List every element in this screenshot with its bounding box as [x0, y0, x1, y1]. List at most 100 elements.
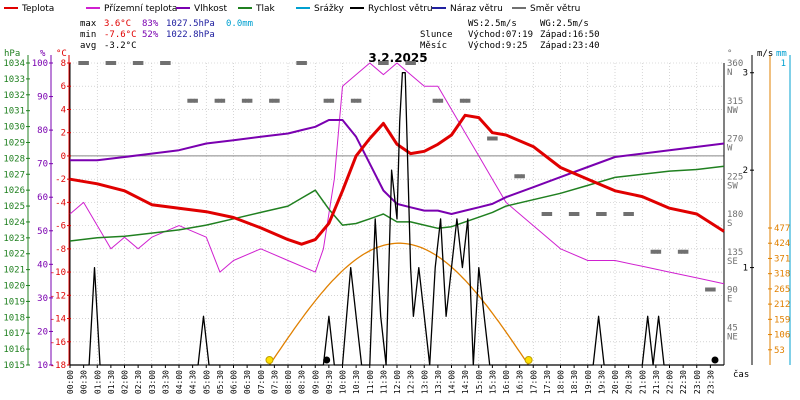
wind-dir-marker	[221, 98, 226, 103]
wind-dir-marker	[541, 212, 546, 216]
temp-tick-label: -2	[55, 175, 66, 185]
astro-block: WS:2.5m/s WG:2.5m/s Slunce Východ:07:19 …	[420, 19, 600, 51]
wind-dir-marker	[708, 287, 713, 292]
sunset-marker	[524, 356, 533, 364]
temp-unit-label: °C	[56, 49, 67, 59]
wind-dir-marker	[602, 212, 607, 216]
x-tick-label: 01:30	[107, 370, 116, 394]
x-tick-label: 00:30	[80, 370, 89, 394]
wind-dir-marker	[163, 61, 168, 65]
legend-label-6: Náraz větru	[450, 4, 503, 14]
wind-dir-marker	[160, 61, 165, 65]
wind-dir-marker	[214, 98, 219, 103]
sun-tick-label: 53	[774, 346, 785, 356]
wind-dir-marker	[463, 98, 468, 103]
wind-dir-marker	[299, 61, 304, 65]
sun-tick-label: 477	[774, 224, 790, 234]
time-axis-label: čas	[733, 369, 749, 380]
x-tick-label: 00:00	[66, 370, 75, 394]
wind-dir-marker	[381, 61, 386, 65]
x-tick-label: 12:30	[407, 370, 416, 394]
wind-dir-marker	[677, 249, 682, 254]
x-tick-label: 22:30	[679, 370, 688, 394]
hpa-tick-label: 1026	[3, 186, 25, 196]
x-tick-label: 18:30	[570, 370, 579, 394]
windspeed-tick-label: 2	[743, 166, 748, 176]
x-tick-label: 11:00	[366, 370, 375, 394]
x-tick-label: 09:30	[325, 370, 334, 394]
x-tick-label: 09:00	[311, 370, 320, 394]
wind-dir-marker	[487, 136, 492, 141]
wind-dir-marker	[711, 287, 716, 292]
wind-dir-marker	[575, 212, 580, 216]
hpa-unit-label: hPa	[4, 49, 20, 59]
hpa-tick-label: 1019	[3, 297, 25, 307]
stat-max-label: max	[80, 19, 97, 29]
wind-dir-marker	[193, 98, 198, 103]
hpa-tick-label: 1015	[3, 361, 25, 371]
wind-dir-marker	[105, 61, 110, 65]
sun-tick-label: 371	[774, 254, 790, 264]
x-tick-label: 15:00	[475, 370, 484, 394]
hpa-tick-label: 1031	[3, 107, 25, 117]
legend-label-2: Vlhkost	[194, 4, 227, 14]
moon-label: Měsíc	[420, 41, 447, 51]
wind-dir-marker	[520, 174, 525, 179]
x-tick-label: 12:00	[393, 370, 402, 394]
sun-tick-label: 106	[774, 331, 790, 341]
windspeed-unit-label: m/s	[757, 49, 773, 59]
hpa-tick-label: 1022	[3, 250, 25, 260]
winddir-tick-deg: 360	[727, 59, 743, 69]
x-tick-label: 13:30	[434, 370, 443, 394]
hpa-tick-label: 1018	[3, 313, 25, 323]
x-tick-label: 10:30	[352, 370, 361, 394]
wind-dir-marker	[269, 98, 274, 103]
wind-dir-marker	[599, 212, 604, 216]
legend-label-1: Přízemní teplota	[104, 4, 177, 14]
x-tick-label: 21:00	[638, 370, 647, 394]
hpa-tick-label: 1032	[3, 91, 25, 101]
hpa-tick-label: 1021	[3, 266, 25, 276]
temp-tick-label: -10	[50, 268, 66, 278]
legend-label-0: Teplota	[21, 4, 54, 14]
wind-dir-marker	[681, 249, 686, 254]
hpa-tick-label: 1023	[3, 234, 25, 244]
pressure-line	[69, 165, 725, 242]
winddir-tick-dir: NW	[727, 106, 738, 116]
x-tick-label: 05:00	[202, 370, 211, 394]
hpa-tick-label: 1030	[3, 123, 25, 133]
feels-like-line	[69, 62, 725, 285]
humidity-tick-label: 100	[32, 59, 48, 69]
wind-dir-marker	[84, 61, 89, 65]
wind-dir-marker	[653, 249, 658, 254]
x-tick-label: 20:30	[625, 370, 634, 394]
wind-dir-marker	[323, 98, 328, 103]
wind-dir-marker	[296, 61, 301, 65]
x-tick-label: 18:00	[557, 370, 566, 394]
wind-dir-marker	[112, 61, 117, 65]
stat-max-temp: 3.6°C	[104, 19, 131, 29]
humidity-tick-label: 90	[37, 93, 48, 103]
rain-unit-label: mm	[776, 49, 787, 59]
x-tick-label: 23:30	[706, 370, 715, 394]
wind-dir-marker	[596, 212, 601, 216]
winddir-tick-deg: 270	[727, 135, 743, 145]
hpa-tick-label: 1033	[3, 75, 25, 85]
wind-dir-marker	[384, 61, 389, 65]
wind-dir-marker	[241, 98, 246, 103]
wind-dir-marker	[187, 98, 192, 103]
stat-max-humidity: 83%	[142, 19, 159, 29]
x-tick-label: 07:30	[270, 370, 279, 394]
wind-speed-line	[70, 72, 724, 366]
legend-label-4: Srážky	[314, 4, 345, 14]
stat-max-pressure: 1027.5hPa	[166, 19, 215, 29]
legend-label-5: Rychlost větru	[368, 4, 433, 14]
x-tick-label: 17:30	[543, 370, 552, 394]
winddir-tick-deg: 180	[727, 210, 743, 220]
legend-label-7: Směr větru	[530, 4, 580, 14]
winddir-tick-deg: 90	[727, 286, 738, 296]
hpa-tick-label: 1034	[3, 59, 25, 69]
wind-dir-marker	[166, 61, 171, 65]
stat-min-humidity: 52%	[142, 30, 159, 40]
x-tick-label: 04:00	[175, 370, 184, 394]
